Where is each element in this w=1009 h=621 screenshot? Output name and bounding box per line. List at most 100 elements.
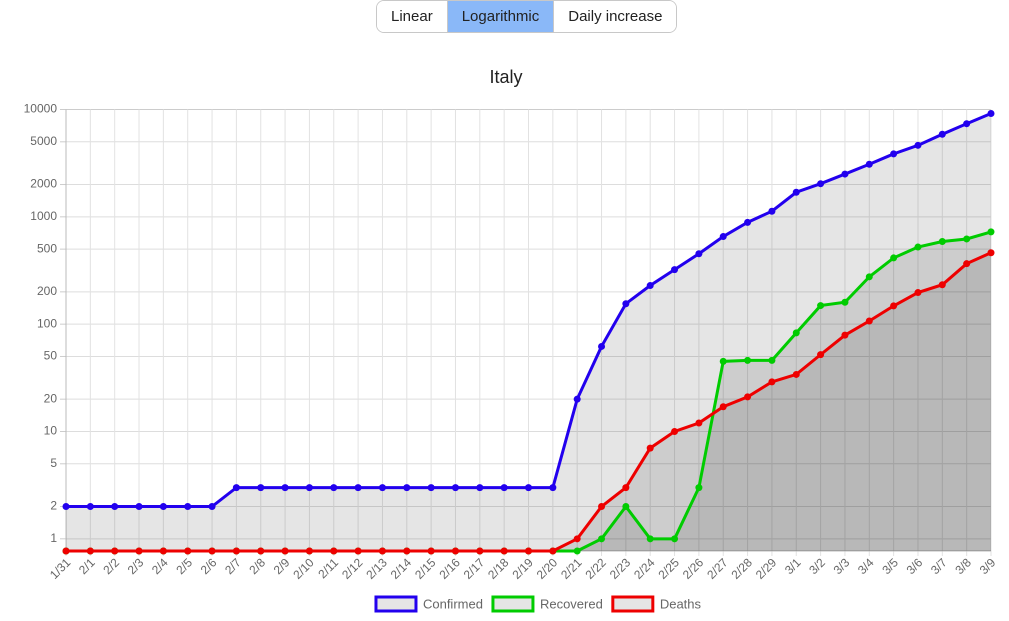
legend-label: Confirmed <box>423 596 483 611</box>
point <box>598 503 606 511</box>
point <box>573 535 581 543</box>
point <box>622 300 630 308</box>
x-tick-label: 3/3 <box>831 555 853 577</box>
point <box>354 484 362 492</box>
point <box>62 547 70 555</box>
x-tick-label: 2/11 <box>315 555 341 581</box>
point <box>671 427 679 435</box>
point <box>184 503 192 511</box>
y-tick-label: 5000 <box>30 134 57 148</box>
x-tick-label: 2/9 <box>271 555 293 577</box>
x-tick-label: 2/19 <box>509 555 536 582</box>
point <box>281 484 289 492</box>
y-tick-label: 10 <box>44 424 58 438</box>
x-tick-label: 2/7 <box>222 555 244 577</box>
x-tick-label: 3/7 <box>928 555 950 577</box>
point <box>719 357 727 365</box>
x-tick-label: 2/5 <box>173 555 195 577</box>
point <box>695 419 703 427</box>
point <box>963 235 971 243</box>
point <box>671 535 679 543</box>
legend-swatch <box>491 595 535 613</box>
point <box>184 547 192 555</box>
point <box>135 547 143 555</box>
point <box>841 298 849 306</box>
point <box>744 218 752 226</box>
point <box>792 370 800 378</box>
x-tick-label: 2/8 <box>246 555 268 577</box>
x-tick-label: 2/28 <box>729 555 756 582</box>
point <box>622 484 630 492</box>
scale-button[interactable]: Daily increase <box>554 1 677 32</box>
point <box>403 484 411 492</box>
x-tick-label: 2/25 <box>655 555 682 582</box>
legend: Confirmed Recovered Deaths <box>374 595 702 613</box>
point <box>257 547 265 555</box>
area <box>66 252 991 551</box>
y-tick-label: 200 <box>37 284 57 298</box>
point <box>890 150 898 158</box>
point <box>549 484 557 492</box>
point <box>378 547 386 555</box>
point <box>378 484 386 492</box>
scale-button[interactable]: Logarithmic <box>447 1 555 32</box>
scale-toggle: Linear Logarithmic Daily increase <box>376 0 678 33</box>
x-tick-label: 2/29 <box>753 555 780 582</box>
point <box>86 503 94 511</box>
point <box>257 484 265 492</box>
point <box>744 356 752 364</box>
point <box>159 503 167 511</box>
point <box>768 378 776 386</box>
x-tick-label: 2/18 <box>485 555 512 582</box>
point <box>500 547 508 555</box>
point <box>841 170 849 178</box>
scale-button[interactable]: Linear <box>377 1 448 32</box>
point <box>987 249 995 257</box>
point <box>719 403 727 411</box>
point <box>646 282 654 290</box>
x-tick-label: 3/5 <box>879 555 901 577</box>
area <box>66 113 991 551</box>
x-tick-label: 2/14 <box>388 555 415 582</box>
point <box>938 130 946 138</box>
point <box>573 395 581 403</box>
x-tick-label: 2/22 <box>582 555 609 582</box>
point <box>646 535 654 543</box>
point <box>354 547 362 555</box>
y-tick-label: 2000 <box>30 177 57 191</box>
point <box>403 547 411 555</box>
x-tick-label: 2/17 <box>461 555 488 582</box>
y-tick-label: 100 <box>37 316 57 330</box>
y-tick-label: 1000 <box>30 209 57 223</box>
y-tick-label: 20 <box>44 391 58 405</box>
point <box>890 254 898 262</box>
y-tick-label: 5 <box>50 456 57 470</box>
point <box>987 228 995 236</box>
point <box>695 484 703 492</box>
point <box>330 484 338 492</box>
point <box>305 547 313 555</box>
x-tick-label: 2/15 <box>412 555 439 582</box>
point <box>817 180 825 188</box>
point <box>744 393 752 401</box>
point <box>914 289 922 297</box>
point <box>817 302 825 310</box>
point <box>622 503 630 511</box>
point <box>476 484 484 492</box>
point <box>963 260 971 268</box>
point <box>792 188 800 196</box>
point <box>111 547 119 555</box>
x-tick-label: 3/6 <box>904 555 926 577</box>
point <box>695 250 703 258</box>
point <box>135 503 143 511</box>
x-tick-label: 2/12 <box>339 555 366 582</box>
x-tick-label: 2/3 <box>125 555 147 577</box>
area <box>66 231 991 552</box>
x-tick-label: 2/2 <box>100 555 122 577</box>
point <box>963 120 971 128</box>
point <box>817 351 825 359</box>
y-tick-label: 50 <box>44 349 58 363</box>
legend-label: Deaths <box>660 596 702 611</box>
grid <box>65 109 992 556</box>
